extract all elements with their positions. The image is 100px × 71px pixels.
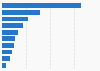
Bar [2,30,18,35]
Bar [2,63,6,68]
Bar [2,56,10,61]
Bar [2,10,40,15]
Bar [2,50,12,54]
Bar [2,43,14,48]
Bar [2,36,15,41]
Bar [2,23,23,28]
Bar [2,17,28,21]
Bar [2,3,81,8]
